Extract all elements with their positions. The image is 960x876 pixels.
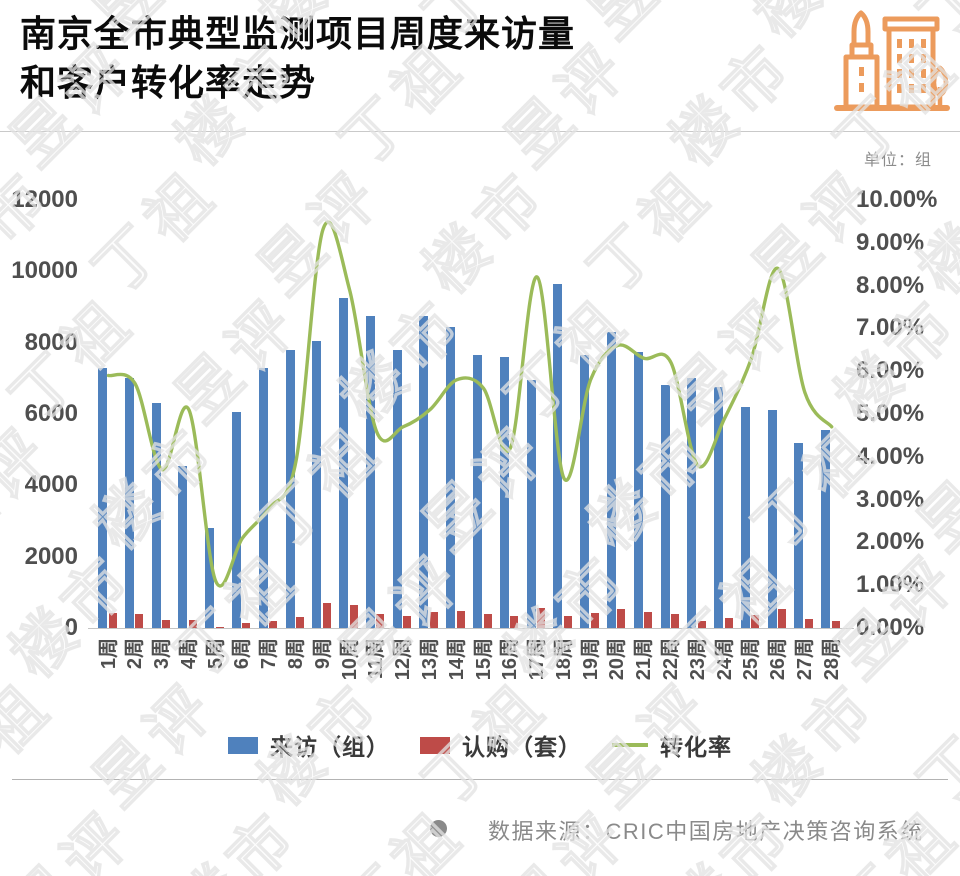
bar-subscriptions-week-26 bbox=[778, 609, 787, 628]
bar-visits-week-1 bbox=[98, 367, 107, 628]
bar-subscriptions-week-2 bbox=[135, 614, 144, 628]
bar-visits-week-20 bbox=[606, 331, 616, 628]
legend-item-2: 认购（套） bbox=[420, 728, 582, 762]
bar-visits-week-5 bbox=[205, 528, 215, 628]
legend-label: 认购（套） bbox=[462, 734, 582, 760]
unit-label: 单位：组 bbox=[863, 152, 932, 169]
bar-subscriptions-week-15 bbox=[483, 614, 492, 628]
bar-visits-week-19 bbox=[580, 355, 590, 628]
bullet-icon bbox=[430, 820, 447, 837]
right-axis-tick: 4.00% bbox=[856, 442, 925, 470]
bar-visits-week-14 bbox=[446, 326, 456, 628]
bar-subscriptions-week-19 bbox=[590, 613, 599, 628]
right-axis-tick: 5.00% bbox=[856, 400, 925, 427]
data-source-text: 数据来源：CRIC中国房地产决策咨询系统 bbox=[488, 819, 924, 844]
bar-subscriptions-week-4 bbox=[188, 619, 197, 628]
bar-visits-week-11 bbox=[365, 315, 375, 628]
bar-visits-week-22 bbox=[660, 385, 670, 628]
page-title: 南京全市典型监测项目周度来访量 和客户转化率走势 bbox=[20, 10, 820, 107]
bar-visits-week-7 bbox=[258, 367, 268, 628]
title-divider bbox=[0, 131, 960, 132]
chart-legend: 来访（组） 认购（套） 转化率 bbox=[0, 728, 960, 762]
bar-subscriptions-week-1 bbox=[108, 612, 117, 628]
bar-subscriptions-week-18 bbox=[563, 616, 572, 628]
bar-subscriptions-week-13 bbox=[429, 612, 438, 628]
bar-visits-week-28 bbox=[821, 430, 831, 628]
bar-subscriptions-week-21 bbox=[644, 612, 653, 628]
bar-visits-week-27 bbox=[794, 442, 804, 628]
right-axis-tick: 10.00% bbox=[856, 186, 938, 213]
legend-label: 转化率 bbox=[660, 734, 732, 760]
bar-visits-week-16 bbox=[499, 356, 509, 628]
bar-subscriptions-week-11 bbox=[376, 613, 385, 628]
right-axis-tick: 1.00% bbox=[856, 571, 925, 599]
left-axis-tick: 2000 bbox=[24, 542, 78, 570]
bar-subscriptions-week-14 bbox=[456, 611, 465, 628]
bar-subscriptions-week-7 bbox=[269, 620, 278, 628]
bar-visits-week-17 bbox=[526, 380, 536, 628]
bar-visits-week-2 bbox=[124, 378, 134, 628]
bar-subscriptions-week-20 bbox=[617, 609, 626, 628]
buildings-icon bbox=[834, 10, 950, 111]
page-title-line2: 和客户转化率走势 bbox=[20, 61, 317, 103]
left-axis-tick: 12000 bbox=[11, 186, 78, 213]
left-axis-tick: 8000 bbox=[24, 328, 78, 356]
left-axis-tick: 10000 bbox=[11, 257, 78, 285]
bar-subscriptions-week-6 bbox=[242, 623, 251, 628]
bar-subscriptions-week-27 bbox=[804, 619, 813, 628]
bar-visits-week-3 bbox=[151, 403, 161, 628]
bar-subscriptions-week-22 bbox=[671, 614, 679, 628]
bar-visits-week-23 bbox=[687, 378, 697, 628]
x-axis-line bbox=[88, 628, 854, 629]
bar-subscriptions-week-10 bbox=[349, 604, 358, 628]
right-axis-tick: 8.00% bbox=[856, 271, 925, 299]
bar-visits-week-24 bbox=[714, 387, 724, 628]
right-axis-tick: 7.00% bbox=[856, 314, 925, 342]
bar-visits-week-25 bbox=[740, 406, 750, 628]
bar-subscriptions-week-25 bbox=[751, 614, 760, 628]
bar-visits-week-6 bbox=[231, 412, 241, 628]
bar-subscriptions-week-24 bbox=[724, 618, 733, 628]
bar-subscriptions-week-3 bbox=[162, 619, 171, 628]
bar-subscriptions-week-28 bbox=[831, 620, 840, 628]
bar-visits-week-12 bbox=[392, 349, 402, 628]
legend-line-swatch bbox=[612, 743, 648, 747]
right-axis-tick: 2.00% bbox=[856, 528, 925, 556]
legend-item-1: 来访（组） bbox=[228, 728, 390, 762]
bar-visits-week-9 bbox=[312, 340, 322, 628]
right-axis-tick: 3.00% bbox=[856, 485, 925, 513]
legend-label: 来访（组） bbox=[270, 734, 390, 760]
bar-visits-week-10 bbox=[339, 298, 349, 628]
bar-visits-week-21 bbox=[633, 351, 643, 628]
bar-visits-week-26 bbox=[767, 410, 777, 628]
bar-visits-week-15 bbox=[473, 355, 482, 628]
left-axis-tick: 4000 bbox=[24, 471, 78, 499]
right-axis-tick: 6.00% bbox=[856, 357, 925, 385]
left-axis-tick: 6000 bbox=[24, 400, 78, 427]
bar-subscriptions-week-8 bbox=[296, 617, 304, 628]
left-axis-tick: 0 bbox=[64, 614, 78, 641]
right-axis-tick: 0.00% bbox=[856, 614, 925, 641]
bar-subscriptions-week-5 bbox=[215, 626, 224, 628]
bar-visits-week-13 bbox=[419, 315, 429, 628]
page-title-line1: 南京全市典型监测项目周度来访量 bbox=[20, 13, 576, 54]
legend-item-3: 转化率 bbox=[612, 728, 732, 762]
legend-bar-swatch bbox=[228, 736, 258, 754]
bar-visits-week-4 bbox=[178, 465, 188, 628]
bar-subscriptions-week-16 bbox=[510, 616, 519, 628]
bar-visits-week-8 bbox=[285, 349, 295, 628]
bar-subscriptions-week-17 bbox=[537, 608, 546, 628]
footer-divider bbox=[12, 779, 948, 780]
bar-subscriptions-week-9 bbox=[322, 603, 331, 628]
legend-bar-swatch bbox=[420, 736, 450, 754]
bar-subscriptions-week-23 bbox=[697, 620, 706, 628]
right-axis-tick: 9.00% bbox=[856, 228, 925, 256]
bar-subscriptions-week-12 bbox=[403, 615, 412, 628]
